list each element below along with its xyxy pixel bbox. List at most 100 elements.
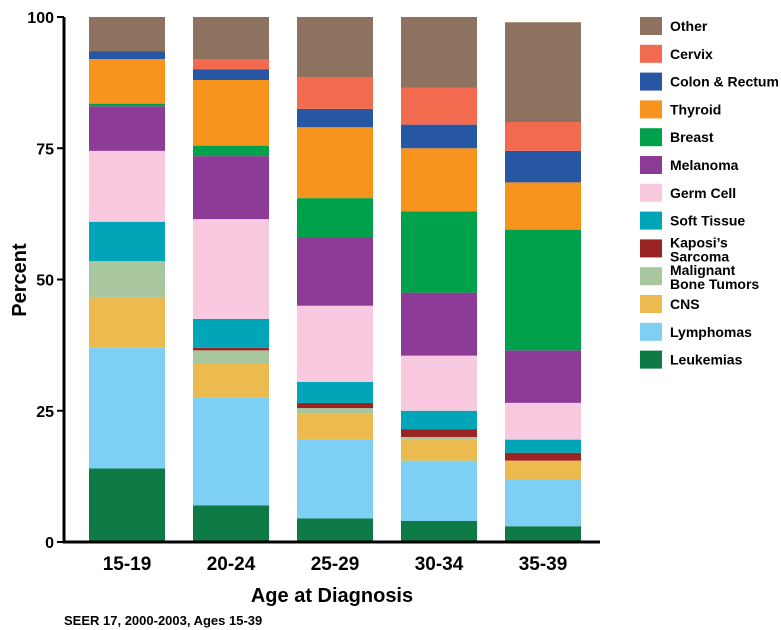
bar-segment-germ-cell-25-29 [297, 305, 373, 382]
bar-segment-cns-35-39 [505, 460, 581, 479]
bar-segment-breast-15-19 [89, 103, 165, 107]
bar-segment-cns-15-19 [89, 297, 165, 348]
bar-segment-malignant-bone-tumors-30-34 [401, 437, 477, 440]
bar-segment-germ-cell-20-24 [193, 219, 269, 319]
bar-segment-leukemias-15-19 [89, 468, 165, 542]
x-tick-label-25-29: 25-29 [311, 554, 360, 575]
legend-swatch-other [640, 17, 662, 35]
bar-segment-soft-tissue-35-39 [505, 439, 581, 453]
x-axis-title: Age at Diagnosis [251, 585, 413, 607]
legend-label-leukemias: Leukemias [670, 352, 743, 368]
bar-segment-breast-20-24 [193, 145, 269, 157]
bar-segment-kaposi-s-sarcoma-25-29 [297, 402, 373, 409]
bar-segment-cns-30-34 [401, 439, 477, 461]
bar-segment-lymphomas-20-24 [193, 397, 269, 506]
source-note: SEER 17, 2000-2003, Ages 15-39 [64, 613, 263, 628]
y-tick-label-50: 50 [36, 273, 54, 290]
bar-segment-thyroid-30-34 [401, 148, 477, 212]
legend: Other Cervix Colon & Rectum Thyroid Breast Me… [640, 17, 779, 369]
legend-label-kaposi-s-sarcoma: Kaposi’s Sarcoma [670, 234, 729, 264]
legend-swatch-kaposi-s-sarcoma [640, 239, 662, 258]
y-tick-label-75: 75 [36, 141, 54, 158]
legend-label-breast: Breast [670, 129, 714, 145]
x-tick-label-35-39: 35-39 [519, 554, 568, 575]
bar-segment-soft-tissue-20-24 [193, 318, 269, 348]
legend-swatch-soft-tissue [640, 211, 662, 230]
legend-label-melanoma: Melanoma [670, 157, 739, 173]
y-tick-label-0: 0 [45, 535, 54, 552]
bar-segment-lymphomas-25-29 [297, 439, 373, 519]
bar-segment-malignant-bone-tumors-15-19 [89, 261, 165, 298]
bar-segment-melanoma-15-19 [89, 106, 165, 151]
legend-swatch-cervix [640, 44, 662, 63]
bar-segment-leukemias-35-39 [505, 526, 581, 542]
legend-swatch-malignant-bone-tumors [640, 267, 662, 286]
bar-segment-cns-25-29 [297, 413, 373, 440]
legend-label-thyroid: Thyroid [670, 101, 721, 117]
bar-segment-colon-rectum-30-34 [401, 124, 477, 149]
legend-swatch-melanoma [640, 156, 662, 174]
legend-label-lymphomas: Lymphomas [670, 324, 752, 340]
bar-segment-lymphomas-30-34 [401, 460, 477, 521]
legend-swatch-cns [640, 295, 662, 313]
x-tick-label-15-19: 15-19 [103, 554, 152, 575]
legend-label-cns: CNS [670, 296, 700, 312]
bar-segment-melanoma-35-39 [505, 350, 581, 403]
bar-segment-cervix-25-29 [297, 77, 373, 109]
legend-label-colon-rectum: Colon & Rectum [670, 74, 779, 90]
bar-segment-colon-rectum-25-29 [297, 108, 373, 128]
bar-segment-melanoma-20-24 [193, 156, 269, 220]
legend-swatch-germ-cell [640, 183, 662, 202]
bar-segment-thyroid-25-29 [297, 127, 373, 199]
legend-swatch-lymphomas [640, 322, 662, 341]
bar-segment-kaposi-s-sarcoma-35-39 [505, 452, 581, 461]
bar-segment-soft-tissue-15-19 [89, 221, 165, 262]
bar-segment-lymphomas-15-19 [89, 347, 165, 469]
bar-segment-thyroid-20-24 [193, 80, 269, 146]
bar-segment-cervix-35-39 [505, 122, 581, 151]
legend-label-soft-tissue: Soft Tissue [670, 213, 745, 229]
bar-segment-thyroid-15-19 [89, 59, 165, 104]
bar-segment-melanoma-30-34 [401, 292, 477, 356]
bar-segment-colon-rectum-35-39 [505, 150, 581, 183]
legend-label-other: Other [670, 18, 708, 34]
bar-segment-leukemias-30-34 [401, 521, 477, 542]
bar-segment-germ-cell-15-19 [89, 150, 165, 222]
axes-group: 0 25 50 75 100 15-19 20-24 25-29 30-34 35-39 [27, 10, 600, 575]
x-tick-label-20-24: 20-24 [207, 554, 256, 575]
bar-segment-cervix-20-24 [193, 59, 269, 70]
bar-segment-other-35-39 [505, 22, 581, 122]
bar-segment-other-25-29 [297, 17, 373, 78]
bar-segment-kaposi-s-sarcoma-30-34 [401, 429, 477, 437]
bar-segment-colon-rectum-20-24 [193, 69, 269, 80]
bar-segment-other-20-24 [193, 17, 269, 59]
bar-segment-breast-35-39 [505, 229, 581, 351]
legend-label-cervix: Cervix [670, 46, 713, 62]
bar-segment-cervix-30-34 [401, 87, 477, 125]
legend-swatch-leukemias [640, 350, 662, 369]
y-tick-label-25: 25 [36, 404, 54, 421]
y-tick-label-100: 100 [27, 10, 54, 27]
bar-segment-breast-25-29 [297, 198, 373, 238]
bar-segment-other-30-34 [401, 17, 477, 88]
bar-segment-breast-30-34 [401, 211, 477, 293]
bar-segment-kaposi-s-sarcoma-20-24 [193, 347, 269, 351]
bar-segment-soft-tissue-30-34 [401, 410, 477, 430]
bar-segment-colon-rectum-15-19 [89, 51, 165, 59]
x-tick-label-30-34: 30-34 [415, 554, 464, 575]
bar-segment-other-15-19 [89, 17, 165, 52]
legend-label-malignant-bone-tumors: Malignant Bone Tumors [670, 262, 759, 292]
legend-swatch-breast [640, 128, 662, 147]
bar-segment-malignant-bone-tumors-20-24 [193, 350, 269, 364]
legend-swatch-colon-rectum [640, 72, 662, 91]
bar-segment-malignant-bone-tumors-25-29 [297, 408, 373, 414]
bar-segment-lymphomas-35-39 [505, 479, 581, 527]
y-axis-title: Percent [9, 243, 31, 317]
bar-segment-thyroid-35-39 [505, 182, 581, 230]
bar-segment-leukemias-20-24 [193, 505, 269, 542]
bar-segment-soft-tissue-25-29 [297, 381, 373, 403]
bars-group [89, 17, 581, 542]
bar-segment-germ-cell-30-34 [401, 355, 477, 411]
bar-segment-germ-cell-35-39 [505, 402, 581, 440]
